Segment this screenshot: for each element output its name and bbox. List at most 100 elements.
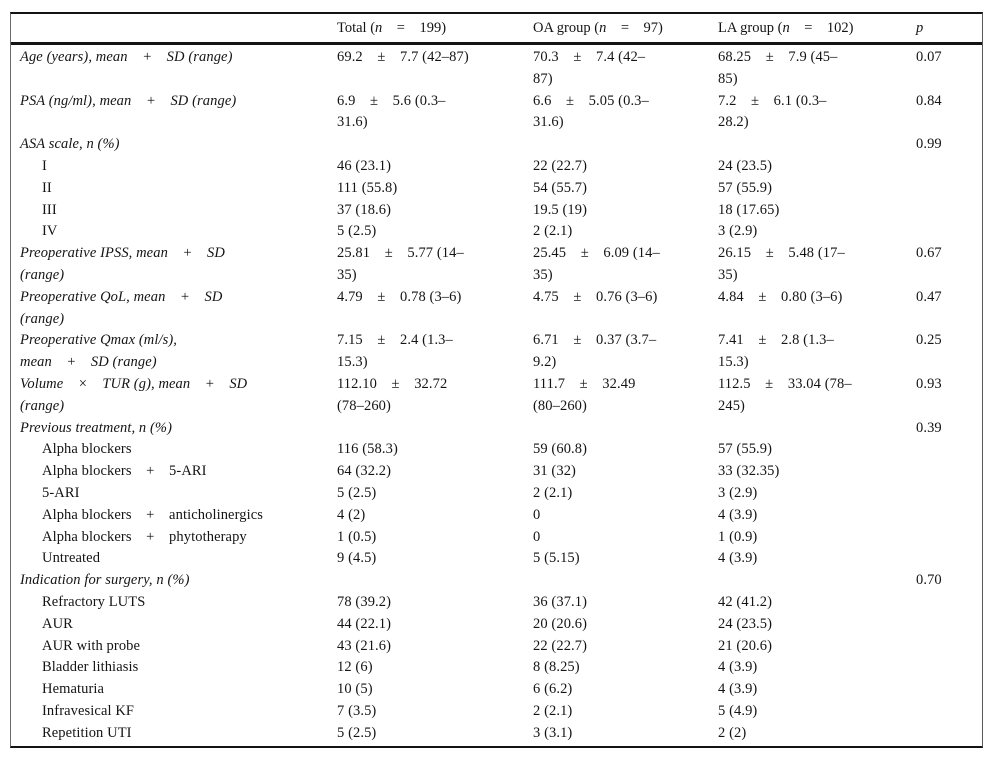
cell-total: 4.79 ± 0.78 (3–6) [337, 288, 462, 305]
row-label: ASA scale, n (%) [20, 136, 120, 153]
baseline-characteristics-table: Total (n = 199) OA group (n = 97) LA gro… [10, 12, 983, 748]
table-row: II 111 (55.8) 54 (55.7) 57 (55.9) [11, 178, 982, 200]
cell-total: 9 (4.5) [337, 550, 377, 567]
cell-la-group: 24 (23.5) [718, 157, 773, 174]
row-sublabel: Alpha blockers + anticholinergics [42, 506, 264, 523]
cell-oa-group: 6 (6.2) [533, 681, 573, 698]
cell-la-group: 26.15 ± 5.48 (17– 35) [718, 245, 845, 283]
header-la-pre: LA group ( [718, 20, 783, 36]
cell-total: 5 (2.5) [337, 724, 377, 741]
cell-total: 37 (18.6) [337, 201, 392, 218]
cell-la-group: 42 (41.2) [718, 593, 773, 610]
row-sublabel: AUR [42, 615, 73, 632]
cell-la-group: 112.5 ± 33.04 (78– 245) [718, 375, 852, 414]
cell-p-value: 0.93 [916, 375, 942, 392]
cell-la-group: 57 (55.9) [718, 441, 773, 458]
cell-total: 7.15 ± 2.4 (1.3– 15.3) [337, 332, 453, 371]
cell-la-group: 4.84 ± 0.80 (3–6) [718, 288, 843, 305]
cell-total: 4 (2) [337, 506, 366, 523]
table-header-row: Total (n = 199) OA group (n = 97) LA gro… [11, 14, 982, 45]
row-sublabel: I [42, 157, 47, 174]
cell-oa-group: 2 (2.1) [533, 223, 573, 240]
cell-la-group: 33 (32.35) [718, 463, 780, 480]
cell-p-value: 0.70 [916, 572, 942, 589]
cell-oa-group: 22 (22.7) [533, 157, 588, 174]
header-total-post: = 199) [382, 20, 447, 36]
cell-oa-group: 54 (55.7) [533, 179, 588, 196]
table-row: Indication for surgery, n (%) 0.70 [11, 570, 982, 592]
header-col-p: p [916, 20, 924, 36]
cell-total: 7 (3.5) [337, 702, 377, 719]
table-row: AUR with probe 43 (21.6) 22 (22.7) 21 (20.6… [11, 636, 982, 658]
cell-oa-group: 31 (32) [533, 463, 576, 480]
cell-total: 5 (2.5) [337, 484, 377, 501]
cell-oa-group: 6.6 ± 5.05 (0.3– 31.6) [533, 92, 649, 131]
table-row: Alpha blockers + phytotherapy 1 (0.5) 0 1 (… [11, 527, 982, 549]
table-row: PSA (ng/ml), mean + SD (range) 6.9 ± 5.6 … [11, 91, 982, 135]
row-sublabel: Refractory LUTS [42, 593, 146, 610]
row-label: Volume × TUR (g), mean + SD (range) [20, 375, 248, 414]
cell-total: 46 (23.1) [337, 157, 392, 174]
cell-oa-group: 36 (37.1) [533, 593, 588, 610]
row-sublabel: Alpha blockers + 5-ARI [42, 463, 207, 480]
row-sublabel: Infravesical KF [42, 702, 135, 719]
cell-la-group: 2 (2) [718, 724, 747, 741]
table-row: Infravesical KF 7 (3.5) 2 (2.1) 5 (4.9) [11, 701, 982, 723]
cell-la-group: 4 (3.9) [718, 681, 758, 698]
row-sublabel: 5-ARI [42, 484, 80, 501]
header-la-n: n [782, 20, 790, 36]
header-total-n: n [375, 20, 383, 36]
row-sublabel: Repetition UTI [42, 724, 132, 741]
table-row: IV 5 (2.5) 2 (2.1) 3 (2.9) [11, 221, 982, 243]
cell-la-group: 18 (17.65) [718, 201, 780, 218]
row-sublabel: IV [42, 223, 58, 240]
cell-oa-group: 4.75 ± 0.76 (3–6) [533, 288, 658, 305]
cell-la-group: 4 (3.9) [718, 550, 758, 567]
cell-la-group: 68.25 ± 7.9 (45– 85) [718, 49, 838, 87]
row-label: Preoperative Qmax (ml/s), mean + SD (ran… [20, 332, 177, 371]
table-row: I 46 (23.1) 22 (22.7) 24 (23.5) [11, 156, 982, 178]
header-oa-n: n [599, 20, 607, 36]
cell-total: 25.81 ± 5.77 (14– 35) [337, 245, 464, 283]
cell-p-value: 0.67 [916, 245, 942, 262]
cell-total: 12 (6) [337, 659, 373, 676]
row-sublabel: Untreated [42, 550, 101, 567]
cell-la-group: 3 (2.9) [718, 223, 758, 240]
row-label: PSA (ng/ml), mean + SD (range) [20, 92, 237, 109]
row-sublabel: Hematuria [42, 681, 105, 698]
row-label: Indication for surgery, n (%) [20, 572, 190, 589]
cell-oa-group: 6.71 ± 0.37 (3.7– 9.2) [533, 332, 657, 371]
cell-oa-group: 111.7 ± 32.49 (80–260) [533, 375, 636, 414]
cell-oa-group: 0 [533, 506, 541, 523]
table-row: Repetition UTI 5 (2.5) 3 (3.1) 2 (2) [11, 723, 982, 745]
row-sublabel: AUR with probe [42, 637, 141, 654]
cell-total: 43 (21.6) [337, 637, 392, 654]
cell-total: 1 (0.5) [337, 528, 377, 545]
row-label: Preoperative IPSS, mean + SD (range) [20, 245, 225, 283]
row-label: Age (years), mean + SD (range) [20, 49, 233, 65]
cell-oa-group: 2 (2.1) [533, 702, 573, 719]
cell-total: 10 (5) [337, 681, 373, 698]
cell-la-group: 7.2 ± 6.1 (0.3– 28.2) [718, 92, 827, 131]
cell-total: 44 (22.1) [337, 615, 392, 632]
cell-oa-group: 0 [533, 528, 541, 545]
cell-la-group: 1 (0.9) [718, 528, 758, 545]
cell-oa-group: 59 (60.8) [533, 441, 588, 458]
table-body: Age (years), mean + SD (range) 69.2 ± 7.7… [11, 45, 982, 746]
cell-la-group: 24 (23.5) [718, 615, 773, 632]
cell-oa-group: 5 (5.15) [533, 550, 580, 567]
table-row: Refractory LUTS 78 (39.2) 36 (37.1) 42 (41.… [11, 592, 982, 614]
row-sublabel: II [42, 179, 52, 196]
cell-total: 5 (2.5) [337, 223, 377, 240]
table-row: Volume × TUR (g), mean + SD (range) 112.1… [11, 374, 982, 418]
table-row: III 37 (18.6) 19.5 (19) 18 (17.65) [11, 200, 982, 222]
cell-total: 69.2 ± 7.7 (42–87) [337, 49, 469, 65]
table-row: Alpha blockers + anticholinergics 4 (2) 0 4… [11, 505, 982, 527]
header-oa-pre: OA group ( [533, 20, 600, 36]
cell-total: 116 (58.3) [337, 441, 398, 458]
cell-p-value: 0.07 [916, 49, 942, 65]
cell-total: 111 (55.8) [337, 179, 398, 196]
cell-p-value: 0.47 [916, 288, 942, 305]
cell-oa-group: 25.45 ± 6.09 (14– 35) [533, 245, 660, 283]
